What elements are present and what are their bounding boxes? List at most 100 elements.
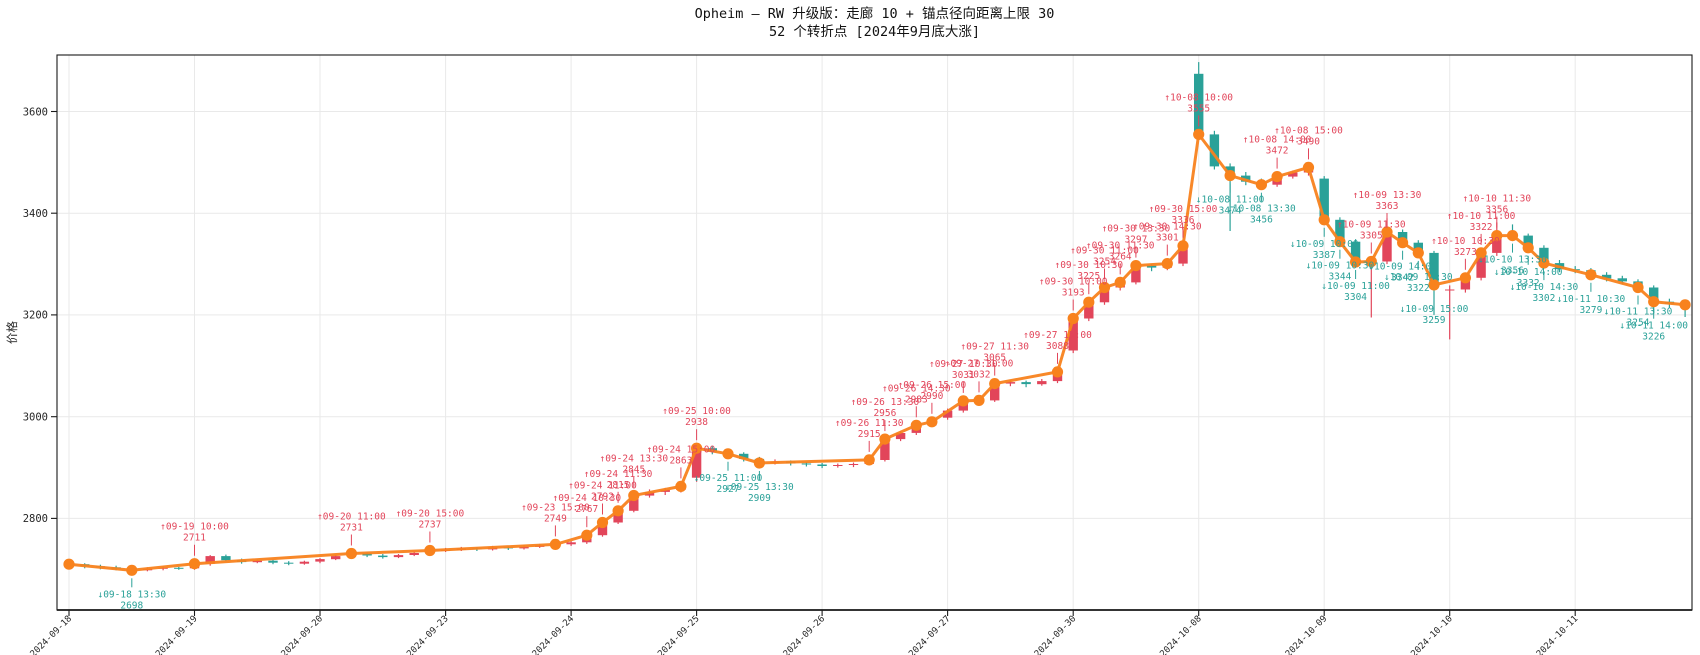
svg-text:↑09-30 10:30: ↑09-30 10:30 [1054, 260, 1123, 271]
svg-text:2731: 2731 [340, 523, 363, 534]
svg-text:↓10-11 10:30: ↓10-11 10:30 [1557, 294, 1626, 305]
svg-text:3302: 3302 [1532, 293, 1555, 304]
svg-text:↑10-08 14:00: ↑10-08 14:00 [1243, 135, 1312, 146]
turning-point-marker [1538, 257, 1550, 269]
turning-point-marker [1130, 260, 1142, 272]
turning-point-marker [1051, 366, 1064, 378]
svg-text:3088: 3088 [1046, 341, 1069, 352]
turning-point-marker [345, 547, 357, 560]
svg-text:2737: 2737 [418, 520, 441, 531]
svg-text:↑09-25 10:00: ↑09-25 10:00 [662, 406, 731, 417]
svg-text:3322: 3322 [1407, 283, 1430, 294]
turning-point-marker [549, 538, 562, 551]
svg-text:3032: 3032 [968, 369, 991, 380]
x-axis: 2024-09-18 2024-09-19 2024-09-20 2024-09-23… [29, 610, 1580, 655]
svg-text:↑09-27 15:00: ↑09-27 15:00 [1023, 330, 1092, 341]
candle [174, 566, 184, 570]
svg-text:↑09-27 10:30: ↑09-27 10:30 [929, 359, 998, 370]
x-tick-label: 2024-09-23 [405, 614, 450, 655]
y-axis: 2800 3000 3200 3400 3600 价格 [5, 106, 57, 525]
y-tick-label: 3400 [23, 208, 48, 220]
turning-point-marker [188, 558, 201, 570]
candle [284, 561, 294, 566]
x-tick-label: 2024-09-27 [907, 614, 952, 655]
candle [378, 554, 388, 559]
svg-text:3254: 3254 [1093, 257, 1116, 268]
turning-point-marker [1679, 299, 1691, 311]
turning-point-marker [1648, 296, 1660, 308]
y-tick-label: 3000 [23, 412, 48, 424]
svg-text:2749: 2749 [544, 513, 567, 524]
x-tick-label: 2024-09-19 [154, 614, 199, 655]
candle [833, 463, 843, 468]
svg-text:↓09-25 11:00: ↓09-25 11:00 [694, 473, 763, 484]
svg-text:↑10-09 13:30: ↑10-09 13:30 [1353, 190, 1422, 201]
svg-text:↑09-20 15:00: ↑09-20 15:00 [396, 509, 465, 520]
zigzag-line [67, 132, 1687, 572]
x-tick-label: 2024-09-26 [782, 614, 827, 655]
candle [1021, 380, 1031, 388]
svg-text:↓10-11 13:30: ↓10-11 13:30 [1604, 307, 1673, 318]
turning-point-marker [1177, 240, 1189, 252]
svg-text:↑10-10 10:30: ↑10-10 10:30 [1431, 236, 1500, 247]
svg-text:↑09-26 13:30: ↑09-26 13:30 [851, 397, 920, 408]
svg-text:↑09-24 11:30: ↑09-24 11:30 [584, 469, 653, 480]
turning-point-marker [1193, 128, 1205, 140]
turning-point-marker [1255, 179, 1267, 191]
svg-text:↑10-09 11:30: ↑10-09 11:30 [1337, 220, 1406, 231]
turning-point-marker [1318, 214, 1330, 226]
svg-text:↑09-24 15:00: ↑09-24 15:00 [647, 444, 716, 455]
x-tick-label: 2024-10-08 [1158, 614, 1203, 655]
turning-point-marker [1475, 247, 1487, 259]
svg-text:3225: 3225 [1077, 271, 1100, 282]
turning-point-markers [63, 128, 1691, 576]
svg-text:↑09-26 15:00: ↑09-26 15:00 [898, 380, 967, 391]
svg-text:↑09-30 13:30: ↑09-30 13:30 [1102, 224, 1171, 235]
turning-point-marker [973, 394, 985, 406]
candle [268, 559, 278, 565]
svg-text:2927: 2927 [717, 484, 740, 495]
svg-text:2915: 2915 [858, 429, 881, 440]
svg-text:3474: 3474 [1219, 206, 1242, 217]
turning-point-marker [1334, 236, 1346, 248]
turning-point-marker [863, 454, 875, 466]
svg-text:↓10-10 14:30: ↓10-10 14:30 [1510, 282, 1579, 293]
svg-text:↑09-19 10:00: ↑09-19 10:00 [160, 522, 229, 533]
svg-text:↑09-30 11:30: ↑09-30 11:30 [1086, 240, 1155, 251]
turning-point-marker [1397, 237, 1409, 249]
svg-text:3297: 3297 [1124, 235, 1147, 246]
svg-text:↓10-10 13:30: ↓10-10 13:30 [1478, 255, 1547, 266]
x-tick-label: 2024-09-30 [1033, 614, 1078, 655]
svg-text:3456: 3456 [1250, 215, 1273, 226]
x-tick-label: 2024-10-09 [1284, 614, 1329, 655]
svg-text:↓10-09 14:00: ↓10-09 14:00 [1368, 262, 1437, 273]
turning-point-marker [1271, 171, 1283, 183]
svg-text:3490: 3490 [1297, 136, 1320, 147]
chart-title-line1: Opheim — RW 升级版：走廊 10 + 锚点径向距离上限 30 [694, 6, 1055, 22]
turning-point-marker [596, 516, 609, 529]
svg-text:↓10-08 13:30: ↓10-08 13:30 [1227, 204, 1296, 215]
svg-text:3555: 3555 [1187, 103, 1210, 114]
turning-point-marker [691, 442, 703, 454]
candle [221, 554, 231, 562]
chart-title: Opheim — RW 升级版：走廊 10 + 锚点径向距离上限 30 52 个… [57, 5, 1692, 41]
svg-text:3332: 3332 [1517, 278, 1540, 289]
svg-text:↑09-30 14:30: ↑09-30 14:30 [1133, 222, 1202, 233]
